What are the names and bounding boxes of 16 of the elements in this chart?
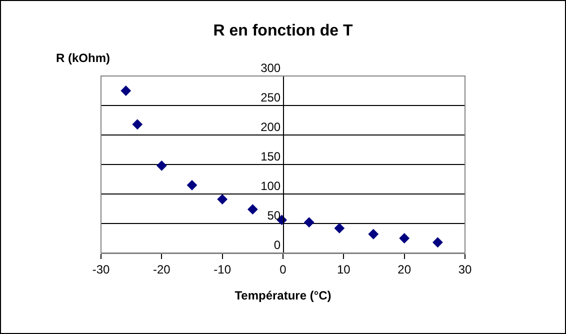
y-tick-label: 200 xyxy=(260,120,281,134)
y-tick-label: 100 xyxy=(260,179,281,194)
x-tick-label: -20 xyxy=(153,262,171,276)
x-tick-label: -30 xyxy=(92,262,110,276)
x-tick-label: 30 xyxy=(458,262,472,276)
y-tick-label: 300 xyxy=(260,61,281,76)
x-tick-label: 20 xyxy=(398,262,412,276)
y-axis-title: R (kOhm) xyxy=(56,51,110,65)
y-tick-label: 0 xyxy=(274,238,281,252)
x-tick-label: 10 xyxy=(336,262,351,276)
x-tick-label: -10 xyxy=(214,262,232,276)
y-tick-label: 50 xyxy=(267,208,281,223)
x-axis-title: Température (°C) xyxy=(234,288,332,302)
y-tick-label: 250 xyxy=(260,90,281,105)
y-tick-label: 150 xyxy=(260,150,281,164)
chart-title: R en fonction de T xyxy=(213,22,353,40)
